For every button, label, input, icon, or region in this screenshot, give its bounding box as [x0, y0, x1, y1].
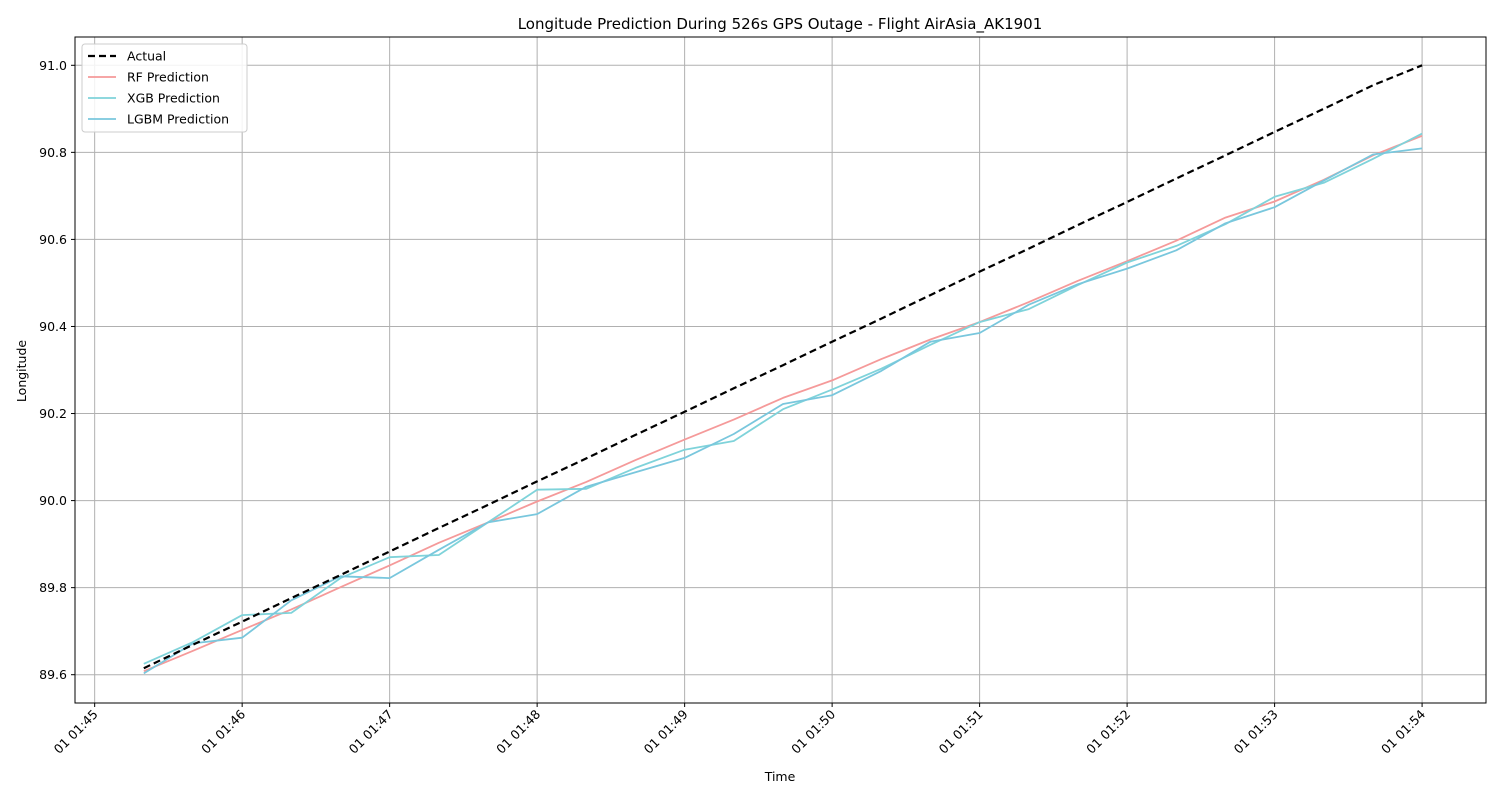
y-tick-label: 90.8	[39, 145, 67, 160]
y-axis-label: Longitude	[14, 340, 29, 402]
y-tick-label: 90.6	[39, 232, 67, 247]
y-tick-label: 89.8	[39, 580, 67, 595]
y-tick-label: 90.4	[39, 319, 67, 334]
y-tick-label: 89.6	[39, 667, 67, 682]
legend-label: Actual	[127, 49, 166, 64]
plot-frame	[74, 36, 1487, 704]
series-line-actual	[143, 64, 1423, 670]
grid-lines	[75, 37, 1486, 703]
series-lines	[143, 64, 1423, 675]
y-tick-label: 90.0	[39, 493, 67, 508]
legend-box	[81, 43, 248, 133]
series-line-lgbm-prediction	[143, 147, 1423, 675]
legend-label: LGBM Prediction	[127, 112, 229, 127]
legend: Actual RF Prediction XGB Prediction LGBM Pr…	[81, 43, 248, 133]
legend-label: RF Prediction	[127, 70, 209, 85]
legend-label: XGB Prediction	[127, 91, 220, 106]
y-axis-ticks: 89.6 89.8 90.0 90.2 90.4 90.6 90.8 91.0	[39, 58, 75, 682]
x-axis-label: Time	[764, 769, 796, 784]
series-line-rf-prediction	[143, 134, 1423, 673]
y-tick-label: 91.0	[39, 58, 67, 73]
chart-title: Longitude Prediction During 526s GPS Out…	[518, 15, 1043, 34]
y-tick-label: 90.2	[39, 406, 67, 421]
